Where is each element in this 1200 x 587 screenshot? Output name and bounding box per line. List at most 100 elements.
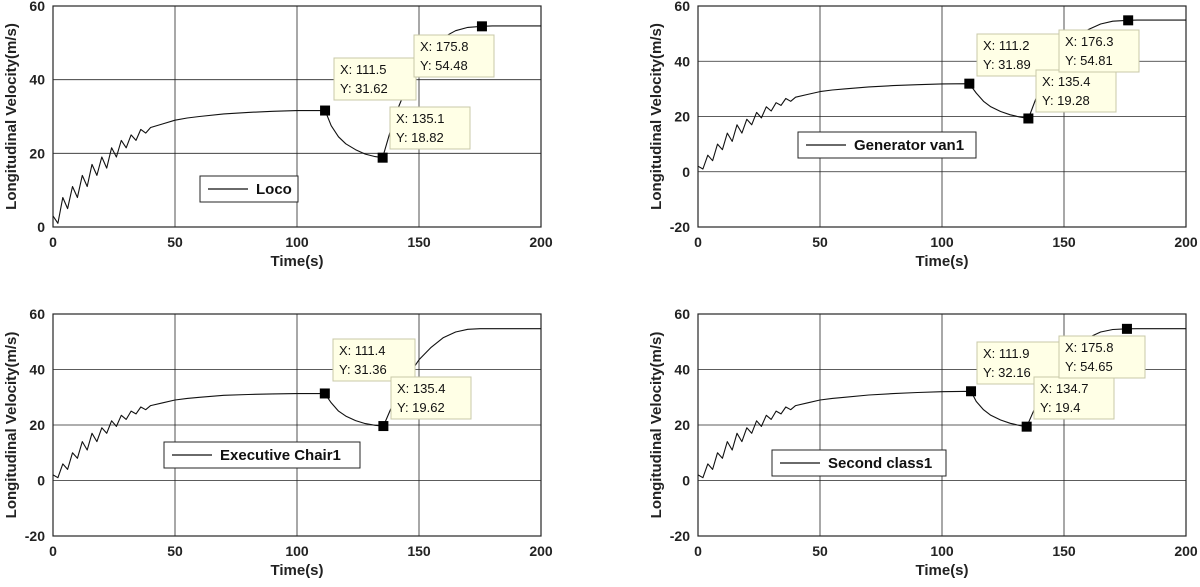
datatip-marker	[319, 388, 330, 399]
datatip-box	[1058, 29, 1140, 73]
x-tick-label: 50	[167, 234, 183, 250]
datatip-text: X: 175.8	[1065, 340, 1113, 355]
y-tick-label: 0	[682, 473, 690, 489]
y-tick-label: 0	[37, 473, 45, 489]
datatip-text: Y: 54.48	[420, 58, 468, 73]
x-tick-label: 0	[49, 234, 57, 250]
datatip-box	[1035, 69, 1117, 113]
y-tick-label: 60	[674, 306, 690, 322]
chart-3: 0 50 100 150 200-200204060Time(s)Longitudina…	[3, 306, 553, 579]
y-tick-label: 40	[29, 362, 45, 378]
datatip: X: 135.4 Y: 19.28	[1023, 69, 1117, 124]
x-tick-label: 0	[49, 543, 57, 559]
y-axis-label: Longitudinal Velocity(m/s)	[3, 332, 20, 519]
datatip-text: X: 135.1	[396, 111, 444, 126]
datatip-marker	[1023, 113, 1034, 124]
legend: Second class1	[771, 449, 947, 477]
datatip-text: X: 111.9	[983, 346, 1030, 361]
x-tick-label: 100	[285, 234, 309, 250]
x-tick-label: 200	[1174, 543, 1198, 559]
datatip-marker	[377, 152, 388, 163]
legend-label: Executive Chair1	[220, 447, 341, 464]
axes-box	[52, 313, 542, 537]
datatip-marker	[320, 105, 331, 116]
datatip: X: 135.4 Y: 19.62	[378, 376, 472, 432]
y-tick-label: 20	[29, 145, 45, 161]
y-tick-label: 60	[674, 0, 690, 14]
datatip-marker	[1021, 421, 1032, 432]
datatip-box	[333, 57, 417, 101]
y-axis-label: Longitudinal Velocity(m/s)	[648, 23, 665, 210]
datatip-text: Y: 18.82	[396, 130, 444, 145]
y-axis-label: Longitudinal Velocity(m/s)	[3, 23, 20, 210]
legend-label: Second class1	[828, 455, 932, 472]
y-tick-label: 40	[29, 72, 45, 88]
datatip-text: X: 134.7	[1040, 381, 1088, 396]
datatip-box	[976, 33, 1060, 77]
x-tick-label: 150	[1052, 543, 1076, 559]
x-tick-label: 150	[1052, 234, 1076, 250]
datatip: X: 176.3 Y: 54.81	[1058, 15, 1140, 73]
datatip-marker	[476, 21, 487, 32]
x-axis-label: Time(s)	[915, 253, 968, 270]
datatip-text: Y: 19.62	[397, 400, 445, 415]
datatip-marker	[966, 386, 977, 397]
y-tick-label: 0	[37, 219, 45, 235]
legend-label: Loco	[256, 181, 292, 198]
x-tick-label: 100	[930, 543, 954, 559]
datatip-box	[1058, 335, 1146, 379]
x-tick-label: 200	[529, 543, 553, 559]
datatip: X: 135.1 Y: 18.82	[377, 106, 471, 163]
datatip-text: Y: 31.36	[339, 362, 387, 377]
datatip-text: X: 176.3	[1065, 34, 1113, 49]
y-tick-label: 20	[29, 417, 45, 433]
series-line	[52, 328, 541, 479]
y-tick-label: -20	[670, 219, 690, 235]
chart-4: 0 50 100 150 200-200204060Time(s)Longitudina…	[648, 306, 1198, 579]
axes-box	[697, 5, 1187, 228]
datatip-text: Y: 32.16	[983, 365, 1031, 380]
axes-box	[697, 313, 1187, 537]
datatip-text: X: 135.4	[397, 381, 445, 396]
chart-1: 0 50 100 150 200 0 20 40 60 Time(s) Longitudinal V…	[3, 0, 553, 270]
datatip-box	[389, 106, 471, 150]
datatip-text: Y: 54.81	[1065, 53, 1113, 68]
y-tick-label: 20	[674, 417, 690, 433]
datatip-box	[332, 338, 416, 382]
y-axis-label: Longitudinal Velocity(m/s)	[648, 332, 665, 519]
y-tick-label: 0	[682, 164, 690, 180]
legend-label: Generator van1	[854, 137, 964, 154]
x-tick-label: 100	[930, 234, 954, 250]
datatip-marker	[1121, 323, 1132, 334]
y-tick-label: 40	[674, 53, 690, 69]
x-tick-label: 200	[529, 234, 553, 250]
x-tick-label: 100	[285, 543, 309, 559]
x-tick-label: 50	[812, 543, 828, 559]
x-tick-label: 0	[694, 234, 702, 250]
datatip: X: 111.4 Y: 31.36	[319, 338, 416, 399]
datatip-box	[390, 376, 472, 420]
x-tick-label: 150	[407, 234, 431, 250]
datatip-text: X: 175.8	[420, 39, 468, 54]
datatip-text: Y: 31.89	[983, 57, 1031, 72]
datatip-marker	[378, 421, 389, 432]
y-tick-label: -20	[670, 528, 690, 544]
x-tick-label: 50	[167, 543, 183, 559]
legend: Executive Chair1	[163, 441, 361, 469]
datatip-text: Y: 54.65	[1065, 359, 1113, 374]
datatip-text: X: 111.4	[339, 343, 386, 358]
datatip-text: X: 111.5	[340, 62, 387, 77]
datatip: X: 175.8 Y: 54.65	[1058, 323, 1146, 379]
datatip-text: X: 135.4	[1042, 74, 1090, 89]
y-tick-label: -20	[25, 528, 45, 544]
x-tick-label: 200	[1174, 234, 1198, 250]
datatip: X: 134.7 Y: 19.4	[1021, 376, 1115, 432]
datatip: X: 111.5 Y: 31.62	[320, 57, 417, 116]
y-tick-label: 60	[29, 306, 45, 322]
datatip-text: Y: 31.62	[340, 81, 388, 96]
x-axis-label: Time(s)	[270, 562, 323, 579]
axes-box	[52, 5, 542, 228]
y-tick-label: 60	[29, 0, 45, 14]
x-tick-label: 50	[812, 234, 828, 250]
